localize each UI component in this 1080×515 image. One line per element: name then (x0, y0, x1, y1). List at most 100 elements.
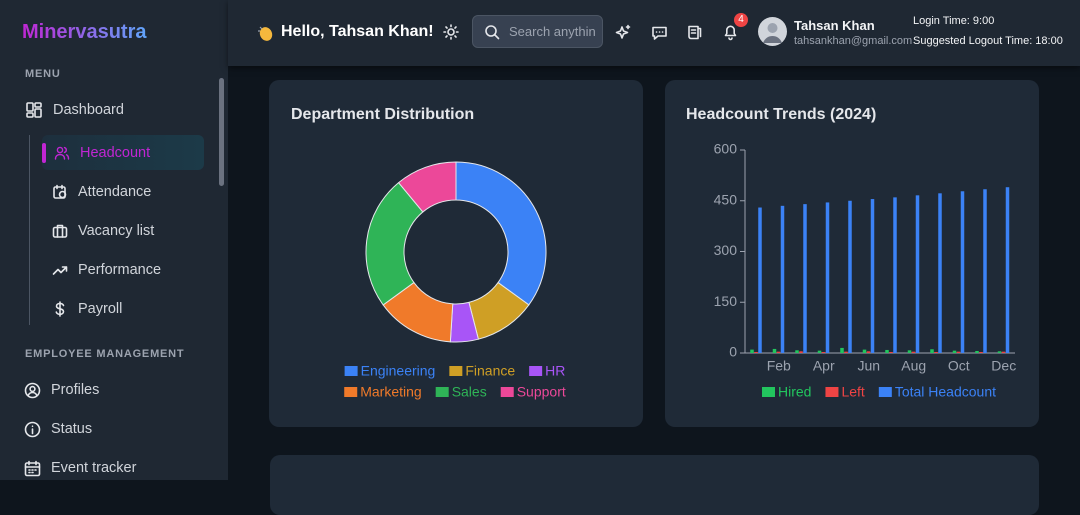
icon (52, 224, 68, 238)
bar (758, 207, 762, 353)
icon (54, 146, 70, 160)
doughnut-chart: Department Distribution Engineering Finan… (291, 106, 566, 400)
section-heading: EMPLOYEE MANAGEMENT (25, 348, 185, 360)
bar (930, 349, 934, 353)
active-indicator (42, 142, 46, 163)
user-name: Tahsan Khan (794, 18, 875, 33)
icon (24, 382, 41, 398)
legend-swatch (500, 387, 514, 397)
y-tick-label: 0 (729, 344, 737, 360)
bar (866, 351, 871, 353)
bar (907, 350, 912, 353)
wave-icon (258, 26, 273, 41)
section-heading: MENU (25, 68, 61, 80)
bar (754, 351, 758, 353)
bar (772, 348, 777, 353)
bar (975, 350, 979, 353)
bar (915, 195, 920, 353)
icon (24, 421, 41, 437)
bar (893, 197, 897, 353)
nav-label: Performance (78, 262, 162, 278)
legend-swatch (761, 387, 775, 397)
search-box[interactable]: Search anythin (472, 15, 603, 48)
x-tick-label: Aug (901, 358, 926, 374)
y-tick-label: 450 (714, 191, 738, 207)
card (270, 455, 1039, 515)
nav-item[interactable]: Dashboard (25, 93, 124, 127)
legend-swatch (449, 366, 463, 376)
legend-label: HR (545, 363, 565, 379)
logout-time: Suggested Logout Time: 18:00 (913, 35, 1063, 47)
card: Headcount Trends (2024) 0 150 300 450 600 Feb… (665, 80, 1039, 427)
nav-item-active[interactable]: Headcount (42, 135, 204, 170)
legend-label: Marketing (360, 384, 421, 400)
nav-label: Attendance (78, 184, 152, 200)
bar (821, 351, 826, 353)
chart-title: Headcount Trends (2024) (686, 106, 876, 123)
nav-item[interactable]: Attendance (52, 175, 151, 209)
y-tick-label: 300 (714, 242, 738, 258)
nav-item[interactable]: Event tracker (24, 451, 136, 485)
login-time: Login Time: 9:00 (913, 15, 995, 27)
nav-item[interactable]: Status (24, 412, 92, 446)
avatar[interactable] (758, 17, 787, 46)
search-icon (485, 24, 500, 39)
x-tick-label: Apr (813, 358, 835, 374)
legend-label: Engineering (361, 363, 436, 379)
bar (799, 351, 803, 353)
chart-title: Department Distribution (291, 106, 474, 123)
nav-label: Payroll (78, 301, 123, 317)
bar (803, 204, 807, 353)
nav-label: Profiles (51, 382, 100, 398)
chat-button[interactable] (651, 24, 668, 41)
doughnut-segment (455, 161, 547, 306)
y-tick-label: 150 (714, 293, 738, 309)
legend-swatch (344, 387, 358, 397)
bar (911, 351, 916, 353)
bar (825, 202, 830, 353)
bar (840, 347, 844, 353)
notifications-button[interactable] (722, 23, 739, 41)
nav-item[interactable]: Payroll (52, 292, 122, 326)
nav-label: Vacancy list (78, 223, 155, 239)
user-email: tahsankhan@gmail.com (794, 35, 913, 47)
bar (1001, 351, 1006, 353)
brand[interactable]: Minervasutra (22, 21, 147, 43)
scrollbar[interactable] (219, 78, 224, 186)
notes-button[interactable] (686, 24, 703, 41)
bar (979, 351, 983, 353)
icon (52, 266, 68, 275)
nav-item[interactable]: Profiles (24, 373, 99, 407)
bar (780, 205, 785, 353)
header: Hello, Tahsan Khan! Search anythin 4 Tah… (228, 0, 1080, 66)
legend-swatch (529, 366, 543, 376)
icon (55, 301, 65, 317)
nav-item[interactable]: Vacancy list (52, 214, 154, 248)
theme-toggle[interactable] (443, 24, 459, 40)
legend-label: Total Headcount (895, 384, 996, 400)
sidebar: Minervasutra MENU Dashboard Headcount At… (0, 0, 228, 480)
legend-label: Hired (778, 384, 811, 400)
bar-chart: Headcount Trends (2024) 0 150 300 450 600 Feb… (686, 106, 1016, 400)
legend-swatch (878, 387, 892, 397)
bar (952, 350, 957, 353)
nav-label: Status (51, 421, 93, 437)
nav-item[interactable]: Performance (52, 253, 161, 287)
x-tick-label: Jun (857, 358, 880, 374)
x-tick-label: Feb (767, 358, 791, 374)
y-tick-label: 600 (714, 141, 738, 157)
icon (24, 460, 41, 476)
legend-swatch (435, 387, 449, 397)
bar (862, 349, 867, 353)
sparkle-button[interactable] (615, 24, 632, 41)
bar (848, 200, 852, 353)
x-tick-label: Oct (948, 358, 970, 374)
icon (26, 102, 42, 118)
bar (795, 350, 799, 353)
nav-label: Headcount (80, 144, 151, 161)
bar (776, 351, 781, 353)
x-tick-label: Dec (991, 358, 1016, 374)
bar (870, 199, 875, 353)
legend-label: Sales (452, 384, 487, 400)
